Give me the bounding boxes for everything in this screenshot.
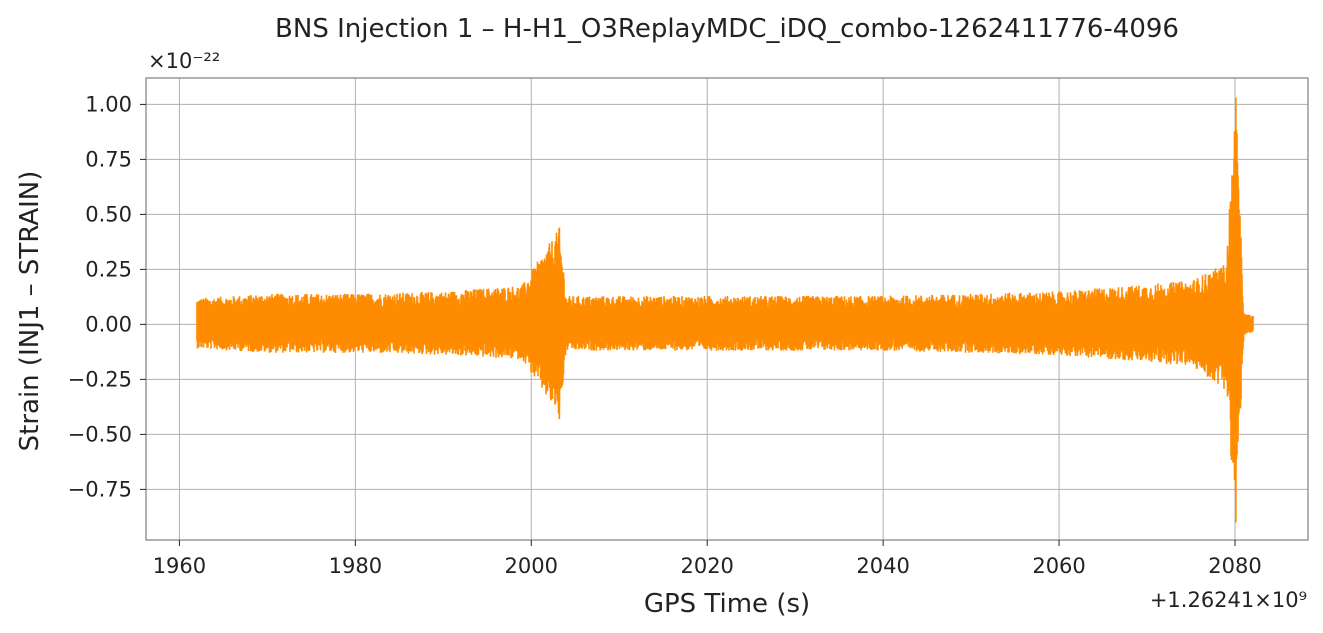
x-axis-label: GPS Time (s) [644,589,810,619]
y-tick-label: −0.50 [68,422,132,446]
x-tick-label: 2040 [856,554,909,578]
y-tick-label: 0.75 [85,147,132,171]
series-layer [196,97,1254,523]
y-axis-label: Strain (INJ1 – STRAIN) [15,171,45,452]
y-tick-label: 0.50 [85,202,132,226]
y-tick-label: −0.25 [68,367,132,391]
y-tick-label: 0.00 [85,312,132,336]
x-tick-label: 1980 [329,554,382,578]
x-tick-label: 2080 [1208,554,1261,578]
x-tick-label: 2020 [680,554,733,578]
strain-series-line [196,97,1254,523]
plot-frame [145,77,1309,541]
y-tick-label: 0.25 [85,257,132,281]
x-tick-label: 2060 [1032,554,1085,578]
x-tick-label: 1960 [153,554,206,578]
y-axis-ticks: 1.00 0.75 0.50 0.25 0.00 −0.25 −0.50 −0.75 [68,92,146,501]
x-axis-ticks: 1960 1980 2000 2020 2040 2060 2080 [153,540,1262,578]
y-axis-scale-label: ×10⁻²² [148,49,220,73]
y-tick-label: 1.00 [85,92,132,116]
x-tick-label: 2000 [505,554,558,578]
chart-title: BNS Injection 1 – H-H1_O3ReplayMDC_iDQ_c… [275,14,1179,44]
x-axis-offset-label: +1.26241×10⁹ [1150,588,1307,612]
y-tick-label: −0.75 [68,477,132,501]
